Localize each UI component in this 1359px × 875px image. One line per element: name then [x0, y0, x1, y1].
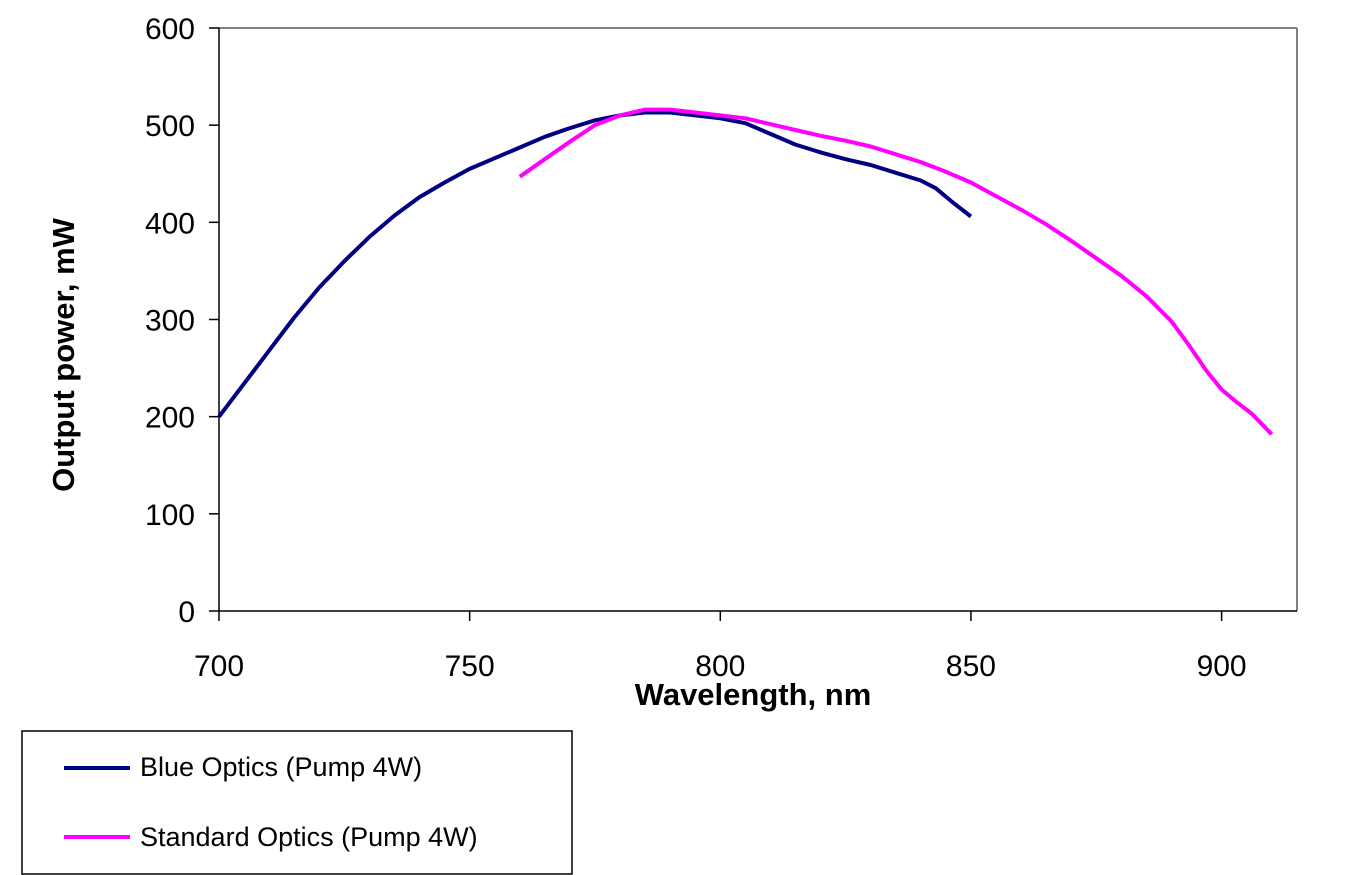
y-tick-label: 200 [145, 402, 195, 435]
x-axis-title: Wavelength, nm [635, 677, 872, 712]
legend: Blue Optics (Pump 4W) Standard Optics (P… [21, 730, 573, 875]
series-line-blue-optics [217, 110, 973, 418]
plot-frame [218, 27, 1298, 612]
legend-label-blue-optics: Blue Optics (Pump 4W) [140, 752, 422, 782]
legend-label-standard-optics: Standard Optics (Pump 4W) [140, 822, 478, 852]
series-lines [217, 107, 1274, 436]
x-tick-label: 750 [445, 650, 495, 683]
y-tick-label: 100 [145, 499, 195, 532]
y-tick-label: 300 [145, 304, 195, 337]
x-tick-label: 850 [946, 650, 996, 683]
y-axis-title: Output power, mW [46, 217, 81, 492]
x-tick-label: 900 [1197, 650, 1247, 683]
y-tick-label: 0 [178, 596, 195, 629]
y-tick-label: 600 [145, 13, 195, 46]
y-axis-ticks: 0 100 200 300 400 500 600 [145, 13, 219, 629]
y-tick-label: 400 [145, 207, 195, 240]
legend-box [21, 730, 573, 875]
x-tick-label: 700 [194, 650, 244, 683]
x-tick-label: 800 [695, 650, 745, 683]
series-line-standard-optics [518, 107, 1274, 436]
y-tick-label: 500 [145, 110, 195, 143]
x-axis-ticks: 700 750 800 850 900 [194, 611, 1247, 683]
